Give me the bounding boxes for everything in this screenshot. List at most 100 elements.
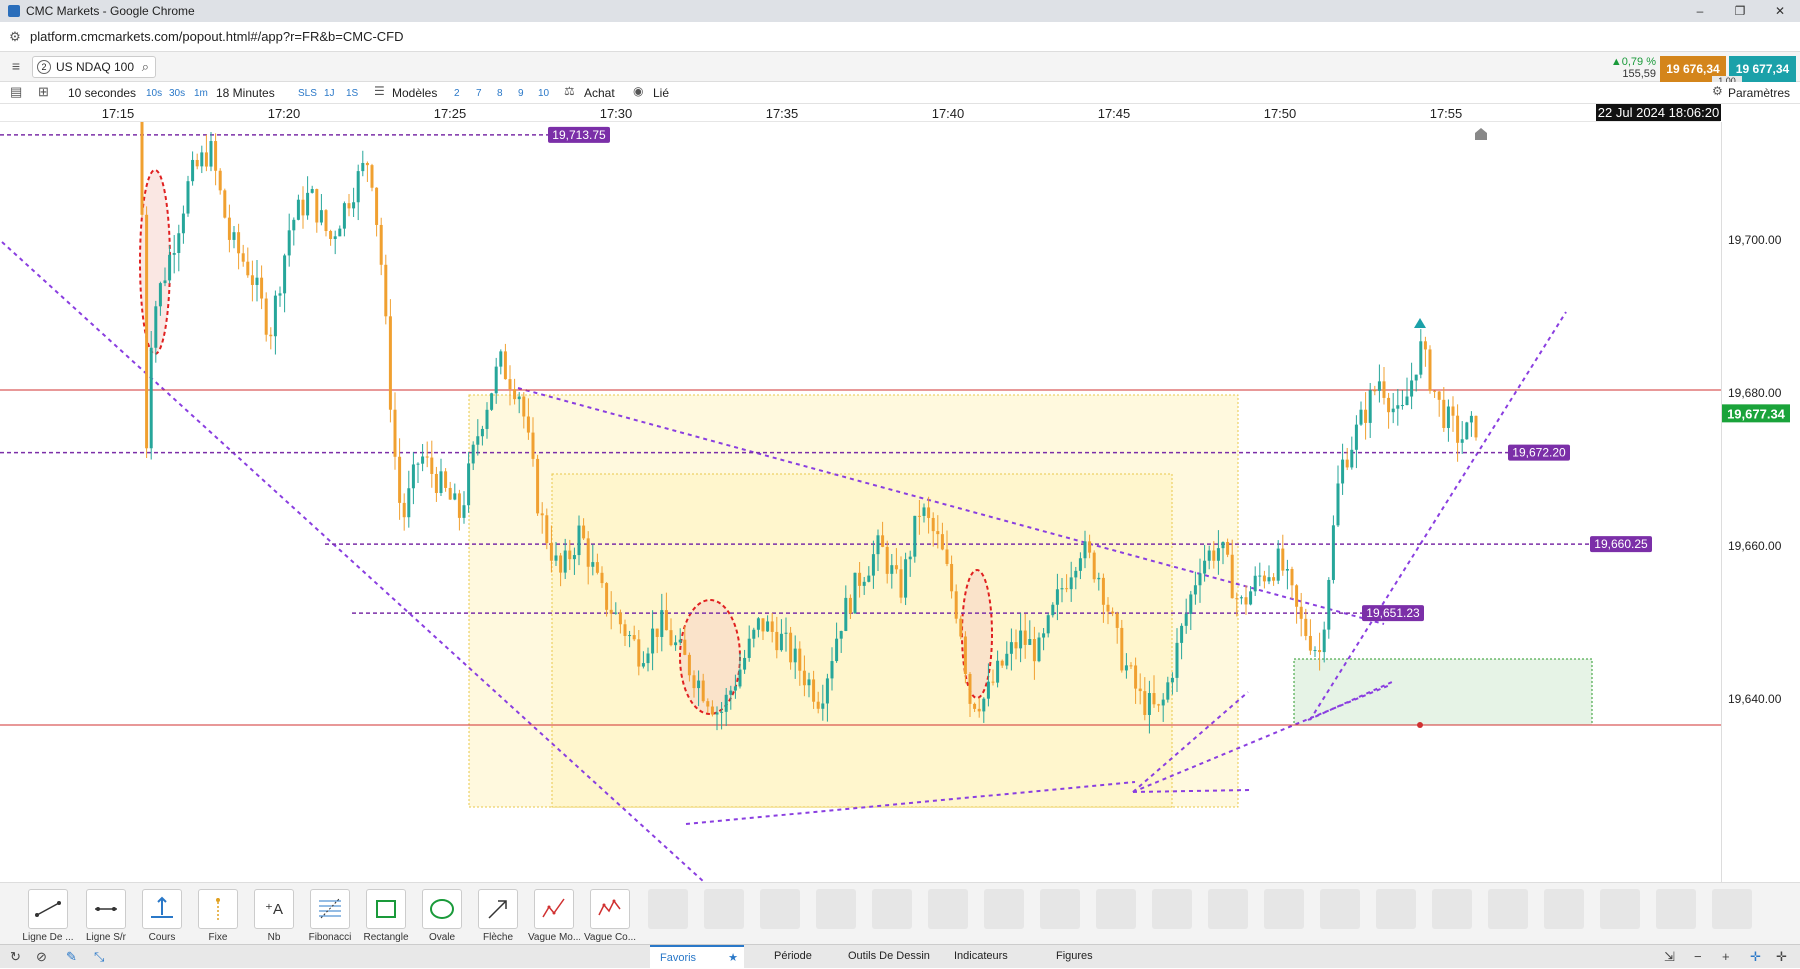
maximize-button[interactable]: ❐ xyxy=(1734,4,1746,18)
arrow-tool[interactable]: Flèche xyxy=(472,889,524,943)
move-icon[interactable]: ⤡ xyxy=(94,949,105,964)
wave-mo-tool[interactable]: Vague Mo... xyxy=(528,889,580,943)
fibonacci-tool[interactable]: Fibonacci xyxy=(304,889,356,943)
rectangle-tool[interactable]: Rectangle xyxy=(360,889,412,943)
empty-tool-slot[interactable] xyxy=(760,889,800,929)
empty-tool-slot[interactable] xyxy=(1600,889,1640,929)
range-1s[interactable]: 1S xyxy=(346,88,359,99)
descending-trendline-left[interactable] xyxy=(1,241,705,882)
horizontal-level-label[interactable]: 19,660.25 xyxy=(1590,536,1652,553)
refresh-icon[interactable]: ↻ xyxy=(10,949,21,964)
horizontal-level-label[interactable]: 19,651.23 xyxy=(1362,605,1424,622)
candle-body xyxy=(770,621,774,632)
rising-trendline-small[interactable] xyxy=(1132,691,1249,793)
search-icon[interactable]: ⌕ xyxy=(141,59,149,74)
number-2[interactable]: 2 xyxy=(454,88,460,99)
interval-10s[interactable]: 10s xyxy=(146,88,163,99)
fixed-tool[interactable]: Fixe xyxy=(192,889,244,943)
minimize-button[interactable]: – xyxy=(1696,4,1704,18)
buy-mode-icon[interactable]: ⚖ xyxy=(564,84,575,98)
fit-icon[interactable]: ⇲ xyxy=(1664,949,1675,964)
text-tool[interactable]: ⁺A Nb xyxy=(248,889,300,943)
cancel-icon[interactable]: ⊘ xyxy=(36,949,47,964)
empty-tool-slot[interactable] xyxy=(1544,889,1584,929)
interval-select[interactable]: 10 secondes xyxy=(68,86,137,100)
number-9[interactable]: 9 xyxy=(518,88,524,99)
highlight-oval-3[interactable] xyxy=(961,569,993,699)
hamburger-icon[interactable]: ≡ xyxy=(11,58,21,74)
empty-tool-slot[interactable] xyxy=(648,889,688,929)
empty-tool-slot[interactable] xyxy=(1432,889,1472,929)
number-7[interactable]: 7 xyxy=(476,88,482,99)
empty-tool-slot[interactable] xyxy=(1040,889,1080,929)
gear-icon[interactable]: ⚙ xyxy=(1712,84,1723,98)
crosshair-alt-icon[interactable]: ✛ xyxy=(1776,949,1787,964)
instrument-selector[interactable]: 2 US NDAQ 100 ⌕ xyxy=(32,56,156,78)
empty-tool-slot[interactable] xyxy=(928,889,968,929)
alert-triangle-icon[interactable] xyxy=(1414,318,1426,328)
empty-tool-slot[interactable] xyxy=(1320,889,1360,929)
empty-tool-slot[interactable] xyxy=(1488,889,1528,929)
line-tool[interactable]: Ligne De ... xyxy=(22,889,74,943)
zoom-in-icon[interactable]: + xyxy=(1722,949,1730,964)
interval-30s[interactable]: 30s xyxy=(169,88,186,99)
fan-line-2[interactable] xyxy=(1132,789,1251,793)
empty-tool-slot[interactable] xyxy=(872,889,912,929)
wave-co-tool[interactable]: Vague Co... xyxy=(584,889,636,943)
support-trendline[interactable] xyxy=(685,781,1136,825)
range-1j[interactable]: 1J xyxy=(324,88,335,99)
linked-button[interactable]: Lié xyxy=(653,86,670,100)
number-10[interactable]: 10 xyxy=(538,88,550,99)
horizontal-level-label[interactable]: 19,713.75 xyxy=(548,126,610,143)
settings-button[interactable]: Paramètres xyxy=(1728,86,1791,100)
tab-periode[interactable]: Période xyxy=(774,950,812,962)
list-icon[interactable]: ▤ xyxy=(10,84,23,99)
bell-icon[interactable] xyxy=(1475,128,1487,140)
price-chart[interactable]: 19,713.75 19,672.20 19,660.25 19,651.23 xyxy=(0,122,1800,882)
buy-mode-button[interactable]: Achat xyxy=(584,86,615,100)
target-zone-box[interactable] xyxy=(1293,658,1593,726)
tab-outils-de-dessin[interactable]: Outils De Dessin xyxy=(848,950,930,962)
red-anchor-dot[interactable] xyxy=(1417,722,1423,728)
sell-price-button[interactable]: 19 676,34 xyxy=(1660,56,1726,82)
tab-label: Favoris xyxy=(660,952,697,964)
empty-tool-slot[interactable] xyxy=(1152,889,1192,929)
empty-tool-slot[interactable] xyxy=(1712,889,1752,929)
rising-trendline[interactable] xyxy=(1309,311,1567,721)
empty-tool-slot[interactable] xyxy=(1096,889,1136,929)
empty-tool-slot[interactable] xyxy=(1376,889,1416,929)
empty-tool-slot[interactable] xyxy=(1264,889,1304,929)
sr-line-tool[interactable]: Ligne S/r xyxy=(80,889,132,943)
consolidation-box-inner[interactable] xyxy=(551,473,1173,808)
close-button[interactable]: ✕ xyxy=(1774,4,1786,18)
layout-icon[interactable]: ⊞ xyxy=(38,84,49,99)
crosshair-icon[interactable]: ✛ xyxy=(1750,949,1761,964)
empty-tool-slot[interactable] xyxy=(816,889,856,929)
price-tool[interactable]: Cours xyxy=(136,889,188,943)
descending-trendline-mid[interactable] xyxy=(517,387,1385,625)
empty-tool-slot[interactable] xyxy=(704,889,744,929)
site-info-icon[interactable]: ⚙ xyxy=(9,28,21,44)
tab-favoris[interactable]: Favoris ★ xyxy=(650,945,744,969)
horizontal-level-label[interactable]: 19,672.20 xyxy=(1508,444,1570,461)
fan-line-1[interactable] xyxy=(1132,684,1391,793)
sls-button[interactable]: SLS xyxy=(298,88,317,99)
tab-figures[interactable]: Figures xyxy=(1056,950,1093,962)
candle-body xyxy=(982,698,986,712)
empty-tool-slot[interactable] xyxy=(984,889,1024,929)
number-8[interactable]: 8 xyxy=(497,88,503,99)
empty-tool-slot[interactable] xyxy=(1656,889,1696,929)
time-label: 17:45 xyxy=(1097,106,1131,121)
range-select[interactable]: 18 Minutes xyxy=(216,86,275,100)
tab-indicateurs[interactable]: Indicateurs xyxy=(954,950,1008,962)
zoom-out-icon[interactable]: − xyxy=(1694,949,1702,964)
pencil-icon[interactable]: ✎ xyxy=(66,949,77,964)
url-text[interactable]: platform.cmcmarkets.com/popout.html#/app… xyxy=(30,29,404,44)
templates-button[interactable]: Modèles xyxy=(392,86,438,100)
empty-tool-slot[interactable] xyxy=(1208,889,1248,929)
templates-icon[interactable]: ☰ xyxy=(374,84,385,98)
oval-tool[interactable]: Ovale xyxy=(416,889,468,943)
link-icon[interactable]: ◉ xyxy=(633,84,644,98)
interval-1m[interactable]: 1m xyxy=(194,88,208,99)
candle-body xyxy=(1193,585,1197,595)
